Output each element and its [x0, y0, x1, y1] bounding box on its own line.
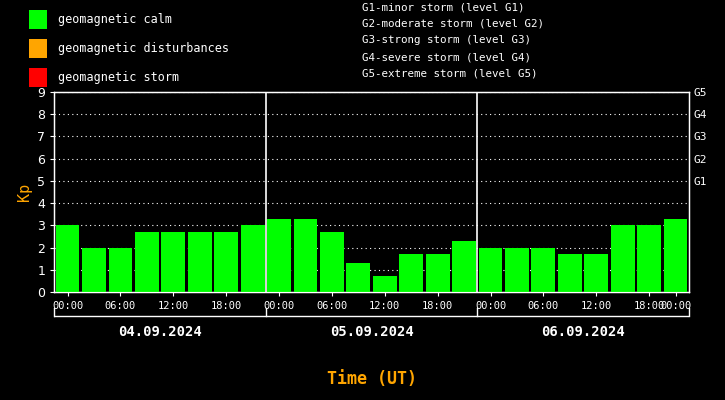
Bar [558, 254, 581, 292]
Text: geomagnetic calm: geomagnetic calm [58, 13, 172, 26]
Y-axis label: Kp: Kp [17, 183, 32, 201]
Bar [505, 248, 529, 292]
Bar [399, 254, 423, 292]
Bar [610, 225, 634, 292]
Bar [320, 232, 344, 292]
Bar [109, 248, 133, 292]
Bar [294, 219, 318, 292]
Text: 04.09.2024: 04.09.2024 [118, 325, 202, 339]
Bar [584, 254, 608, 292]
Text: G1-minor storm (level G1): G1-minor storm (level G1) [362, 2, 525, 12]
Text: geomagnetic disturbances: geomagnetic disturbances [58, 42, 229, 55]
Bar [56, 225, 80, 292]
Bar [452, 241, 476, 292]
Bar [478, 248, 502, 292]
Bar [215, 232, 238, 292]
Bar [82, 248, 106, 292]
Bar [267, 219, 291, 292]
Text: G5-extreme storm (level G5): G5-extreme storm (level G5) [362, 69, 538, 79]
Text: 05.09.2024: 05.09.2024 [330, 325, 413, 339]
Bar [29, 39, 47, 58]
Bar [663, 219, 687, 292]
Text: G4-severe storm (level G4): G4-severe storm (level G4) [362, 52, 531, 62]
Bar [531, 248, 555, 292]
Text: 06.09.2024: 06.09.2024 [541, 325, 625, 339]
Text: geomagnetic storm: geomagnetic storm [58, 71, 179, 84]
Bar [637, 225, 661, 292]
Text: G2-moderate storm (level G2): G2-moderate storm (level G2) [362, 19, 544, 29]
Bar [135, 232, 159, 292]
Bar [162, 232, 185, 292]
Text: Time (UT): Time (UT) [326, 370, 417, 388]
Bar [29, 68, 47, 87]
Bar [373, 276, 397, 292]
Bar [347, 263, 370, 292]
Bar [29, 10, 47, 29]
Bar [188, 232, 212, 292]
Text: G3-strong storm (level G3): G3-strong storm (level G3) [362, 36, 531, 46]
Bar [426, 254, 450, 292]
Bar [241, 225, 265, 292]
